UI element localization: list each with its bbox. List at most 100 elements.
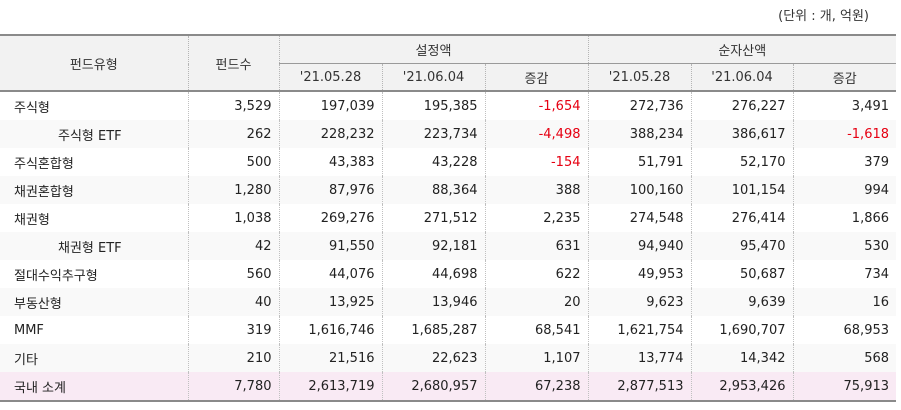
- cell-fund-count: 560: [187, 260, 279, 288]
- cell-net-date1: 388,234: [587, 120, 691, 148]
- cell-fund-count: 500: [187, 148, 279, 176]
- cell-fund-count: 210: [187, 344, 279, 372]
- cell-setting-date1: 87,976: [278, 176, 382, 204]
- cell-net-date2: 52,170: [690, 148, 793, 176]
- table-row: 주식혼합형 500 43,383 43,228 -154 51,791 52,170 379: [0, 148, 897, 176]
- cell-setting-date2: 43,228: [381, 148, 485, 176]
- cell-net-date2: 95,470: [690, 232, 793, 260]
- table-row: 주식형 ETF 262 228,232 223,734 -4,498 388,234 386…: [0, 120, 897, 148]
- cell-net-date2: 50,687: [690, 260, 793, 288]
- cell-net-date2: 14,342: [690, 344, 793, 372]
- cell-setting-change: -1,654: [484, 91, 588, 120]
- cell-net-change: 568: [792, 344, 897, 372]
- cell-setting-change: -4,498: [484, 120, 588, 148]
- cell-net-date1: 49,953: [587, 260, 691, 288]
- cell-fund-count: 262: [187, 120, 279, 148]
- cell-setting-date2: 223,734: [381, 120, 485, 148]
- cell-net-date2: 9,639: [690, 288, 793, 316]
- cell-setting-date1: 269,276: [278, 204, 382, 232]
- cell-net-change: 3,491: [792, 91, 897, 120]
- cell-setting-date2: 13,946: [381, 288, 485, 316]
- cell-setting-date1: 43,383: [278, 148, 382, 176]
- table-row: 절대수익추구형 560 44,076 44,698 622 49,953 50,687 734: [0, 260, 897, 288]
- cell-setting-date1: 2,613,719: [278, 372, 382, 401]
- cell-net-change: 68,953: [792, 316, 897, 344]
- header-net-change: 증감: [792, 63, 897, 91]
- cell-net-change: 530: [792, 232, 897, 260]
- header-net-date1: '21.05.28: [587, 63, 691, 91]
- cell-fund-type: 주식형: [14, 100, 50, 116]
- header-setting-date1: '21.05.28: [278, 63, 382, 91]
- cell-net-change: 734: [792, 260, 897, 288]
- cell-net-date2: 2,953,426: [690, 372, 793, 401]
- table-row: 기타 210 21,516 22,623 1,107 13,774 14,342 568: [0, 344, 897, 372]
- cell-net-date2: 1,690,707: [690, 316, 793, 344]
- header-net-assets: 순자산액: [587, 35, 897, 64]
- cell-net-date1: 274,548: [587, 204, 691, 232]
- table-row: 부동산형 40 13,925 13,946 20 9,623 9,639 16: [0, 288, 897, 316]
- cell-fund-count: 319: [187, 316, 279, 344]
- table-header: 펀드유형 펀드수 설정액 순자산액 '21.05.28 '21.06.04 증감…: [0, 35, 897, 91]
- header-net-date2: '21.06.04: [690, 63, 793, 91]
- cell-fund-type: 주식혼합형: [14, 156, 74, 172]
- cell-fund-count: 40: [187, 288, 279, 316]
- cell-net-change: 75,913: [792, 372, 897, 401]
- cell-fund-count: 1,038: [187, 204, 279, 232]
- cell-setting-change: 68,541: [484, 316, 588, 344]
- cell-setting-date1: 1,616,746: [278, 316, 382, 344]
- cell-setting-change: 2,235: [484, 204, 588, 232]
- fund-table: 펀드유형 펀드수 설정액 순자산액 '21.05.28 '21.06.04 증감…: [0, 34, 897, 402]
- cell-setting-date1: 21,516: [278, 344, 382, 372]
- cell-fund-count: 3,529: [187, 91, 279, 120]
- cell-setting-date2: 44,698: [381, 260, 485, 288]
- cell-setting-change: 622: [484, 260, 588, 288]
- cell-fund-type: 채권형 ETF: [0, 232, 188, 260]
- header-setting-date2: '21.06.04: [381, 63, 485, 91]
- cell-net-date2: 276,414: [690, 204, 793, 232]
- table-row: 채권혼합형 1,280 87,976 88,364 388 100,160 101,154 9…: [0, 176, 897, 204]
- cell-setting-change: 20: [484, 288, 588, 316]
- cell-fund-count: 1,280: [187, 176, 279, 204]
- cell-net-date1: 9,623: [587, 288, 691, 316]
- cell-fund-count: 7,780: [187, 372, 279, 401]
- cell-setting-date1: 228,232: [278, 120, 382, 148]
- cell-net-date1: 13,774: [587, 344, 691, 372]
- cell-fund-type: 절대수익추구형: [14, 268, 98, 284]
- cell-setting-date1: 13,925: [278, 288, 382, 316]
- cell-setting-date2: 88,364: [381, 176, 485, 204]
- cell-net-date2: 386,617: [690, 120, 793, 148]
- cell-setting-change: -154: [484, 148, 588, 176]
- cell-net-change: 379: [792, 148, 897, 176]
- cell-setting-change: 631: [484, 232, 588, 260]
- cell-setting-date2: 2,680,957: [381, 372, 485, 401]
- cell-net-change: 16: [792, 288, 897, 316]
- cell-fund-type: 채권혼합형: [0, 176, 188, 204]
- cell-setting-change: 1,107: [484, 344, 588, 372]
- cell-fund-type: 국내 소계: [0, 372, 188, 401]
- table-row: MMF 319 1,616,746 1,685,287 68,541 1,621,754 1…: [0, 316, 897, 344]
- cell-setting-date1: 44,076: [278, 260, 382, 288]
- cell-net-date1: 51,791: [587, 148, 691, 176]
- table-row-total: 국내 소계 7,780 2,613,719 2,680,957 67,238 2,877,…: [0, 372, 897, 401]
- cell-setting-date2: 1,685,287: [381, 316, 485, 344]
- cell-net-date2: 276,227: [690, 91, 793, 120]
- unit-note: (단위 : 개, 억원): [778, 9, 869, 24]
- cell-setting-change: 67,238: [484, 372, 588, 401]
- cell-setting-date1: 197,039: [278, 91, 382, 120]
- cell-fund-count: 42: [187, 232, 279, 260]
- table-row: 주식형 3,529 197,039 195,385 -1,654 272,736 276,2…: [0, 91, 897, 120]
- header-fund-type: 펀드유형: [0, 35, 188, 91]
- cell-net-date1: 94,940: [587, 232, 691, 260]
- cell-net-change: 994: [792, 176, 897, 204]
- cell-net-change: -1,618: [792, 120, 897, 148]
- cell-setting-date2: 92,181: [381, 232, 485, 260]
- header-fund-count: 펀드수: [187, 35, 279, 91]
- cell-fund-type: 기타: [0, 344, 188, 372]
- cell-net-date1: 1,621,754: [587, 316, 691, 344]
- cell-fund-type: MMF: [14, 322, 44, 338]
- cell-net-date1: 100,160: [587, 176, 691, 204]
- table-body: 주식형 3,529 197,039 195,385 -1,654 272,736 276,2…: [0, 91, 897, 401]
- cell-fund-type: 부동산형: [0, 288, 188, 316]
- cell-setting-date2: 271,512: [381, 204, 485, 232]
- cell-setting-date2: 22,623: [381, 344, 485, 372]
